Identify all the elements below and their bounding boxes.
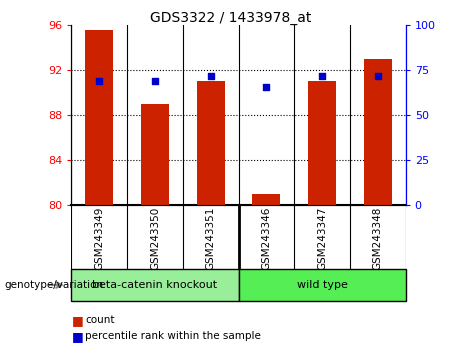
Bar (141, 104, 169, 205)
Text: GSM243346: GSM243346 (261, 207, 272, 270)
Bar (253, 194, 280, 205)
Bar (197, 81, 225, 205)
Bar (308, 81, 336, 205)
Text: GDS3322 / 1433978_at: GDS3322 / 1433978_at (150, 11, 311, 25)
Text: beta-catenin knockout: beta-catenin knockout (93, 280, 218, 290)
Bar (85, 30, 113, 205)
Text: percentile rank within the sample: percentile rank within the sample (85, 331, 261, 341)
Point (95, 78, 103, 84)
Bar (238, 269, 406, 301)
Text: genotype/variation: genotype/variation (5, 280, 104, 290)
Point (263, 84, 270, 90)
Bar (364, 59, 392, 205)
Text: count: count (85, 315, 115, 325)
Text: GSM243350: GSM243350 (150, 207, 160, 270)
Text: GSM243347: GSM243347 (317, 207, 327, 270)
Point (207, 73, 214, 78)
Text: ■: ■ (71, 314, 83, 327)
Text: wild type: wild type (297, 280, 348, 290)
Text: GSM243351: GSM243351 (206, 207, 216, 270)
Text: ■: ■ (71, 330, 83, 343)
Point (319, 73, 326, 78)
Point (151, 78, 159, 84)
Text: GSM243349: GSM243349 (95, 207, 104, 270)
Text: GSM243348: GSM243348 (373, 207, 383, 270)
Point (374, 73, 382, 78)
Bar (71, 269, 239, 301)
